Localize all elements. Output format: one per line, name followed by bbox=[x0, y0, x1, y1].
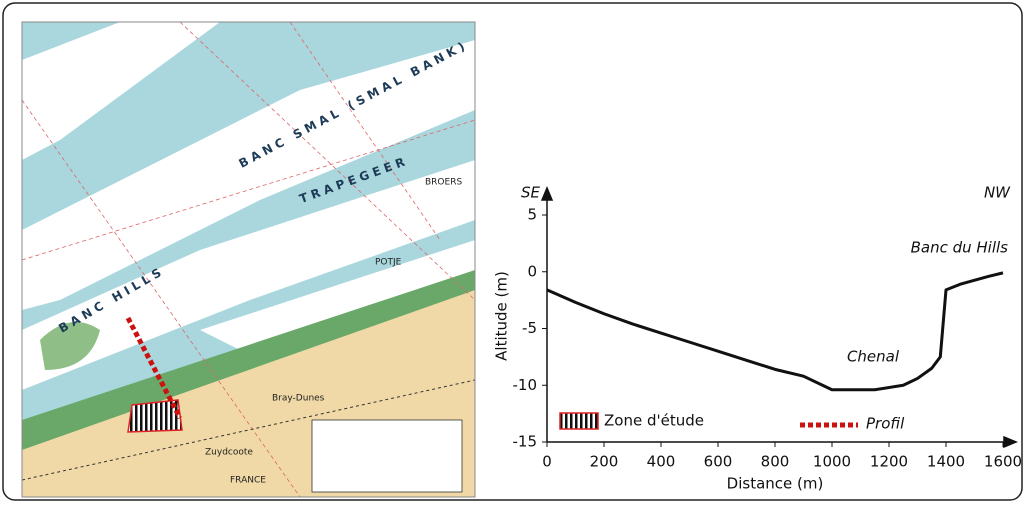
x-tick-label: 600 bbox=[704, 453, 733, 471]
annotation: NW bbox=[984, 184, 1011, 202]
map-label: POTJE bbox=[375, 258, 402, 268]
x-axis-label: Distance (m) bbox=[727, 475, 824, 493]
y-tick-label: -5 bbox=[522, 319, 537, 337]
x-tick-label: 1600 bbox=[984, 453, 1022, 471]
y-axis-label: Altitude (m) bbox=[493, 271, 511, 361]
x-tick-label: 1200 bbox=[870, 453, 908, 471]
annotation: SE bbox=[521, 184, 541, 202]
x-tick-label: 800 bbox=[761, 453, 790, 471]
y-tick-label: 0 bbox=[527, 262, 537, 280]
map-label: Zuydcoote bbox=[205, 448, 253, 458]
annotation: Banc du Hills bbox=[911, 239, 1009, 257]
legend-swatch bbox=[560, 413, 598, 429]
x-tick-label: 0 bbox=[542, 453, 552, 471]
y-tick-label: -15 bbox=[513, 433, 538, 451]
x-tick-label: 200 bbox=[590, 453, 619, 471]
y-tick-label: 5 bbox=[527, 206, 537, 224]
map-label: Bray-Dunes bbox=[272, 394, 325, 404]
legend-label: Profil bbox=[866, 415, 905, 433]
legend-label: Zone d'étude bbox=[604, 412, 704, 430]
map: BANC SMAL (SMAL BANK) TRAPEGEER BANC HIL… bbox=[22, 22, 475, 497]
x-tick-label: 400 bbox=[647, 453, 676, 471]
figure: BANC SMAL (SMAL BANK) TRAPEGEER BANC HIL… bbox=[0, 0, 1025, 503]
x-tick-label: 1000 bbox=[813, 453, 851, 471]
map-label: FRANCE bbox=[230, 476, 266, 486]
x-tick-label: 1400 bbox=[927, 453, 965, 471]
map-label: BROERS bbox=[425, 178, 462, 188]
annotation: Chenal bbox=[847, 348, 900, 366]
y-tick-label: -10 bbox=[513, 376, 538, 394]
